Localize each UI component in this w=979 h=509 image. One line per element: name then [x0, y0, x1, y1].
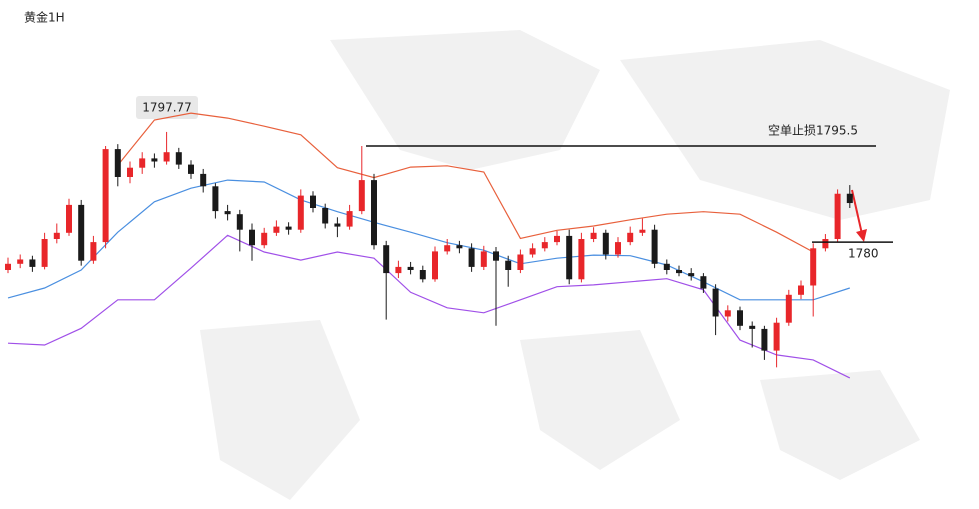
- candle-body: [615, 242, 621, 255]
- candle-body: [456, 245, 463, 249]
- candle-body: [651, 229, 658, 264]
- candle-body: [798, 285, 804, 295]
- high-label-bg: [136, 96, 198, 119]
- candle-body: [700, 276, 707, 289]
- candle-body: [163, 152, 170, 162]
- candle-body: [407, 266, 414, 270]
- band-line: [7, 179, 850, 301]
- candle-body: [419, 270, 426, 280]
- candle-body: [822, 239, 829, 249]
- candle-body: [712, 288, 719, 317]
- candle-body: [212, 186, 219, 212]
- high-label: 1797.77: [142, 101, 192, 115]
- candle-body: [541, 242, 548, 249]
- candle-body: [346, 211, 353, 227]
- candle-body: [517, 254, 524, 270]
- candle-body: [334, 223, 341, 227]
- candle-body: [358, 180, 365, 212]
- candle-body: [749, 325, 756, 329]
- candle-body: [834, 193, 841, 239]
- candle-body: [432, 251, 438, 280]
- candle-body: [444, 245, 451, 252]
- candle-body: [566, 235, 573, 280]
- candle-body: [395, 266, 402, 274]
- candle-body: [810, 248, 817, 286]
- candle-body: [151, 158, 158, 162]
- candle-body: [590, 232, 597, 239]
- candle-body: [322, 208, 329, 224]
- band-line: [117, 112, 814, 253]
- candle-body: [236, 214, 243, 230]
- candle-body: [663, 263, 670, 270]
- candle-body: [29, 259, 36, 267]
- candle-body: [578, 239, 585, 280]
- candle-body: [17, 259, 24, 264]
- candle-body: [785, 294, 792, 323]
- candle-body: [127, 167, 133, 177]
- candle-body: [200, 173, 207, 187]
- chart-title: 黄金1H: [24, 10, 65, 25]
- candle-body: [554, 235, 560, 243]
- candle-body: [310, 195, 316, 208]
- candle-body: [139, 158, 146, 168]
- candle-body: [724, 310, 731, 317]
- candle-body: [493, 251, 499, 261]
- candle-body: [639, 229, 646, 233]
- candle-body: [188, 164, 194, 174]
- candle-body: [175, 152, 182, 165]
- candle-body: [261, 232, 268, 246]
- candle-body: [224, 211, 231, 215]
- candle-body: [114, 149, 121, 177]
- candle-body: [102, 149, 109, 243]
- band-line: [7, 234, 851, 379]
- candle-body: [371, 180, 377, 246]
- candle-body: [676, 270, 682, 274]
- candle-body: [737, 310, 743, 326]
- level-label: 空单止损1795.5: [768, 124, 858, 138]
- arrow: [851, 189, 867, 242]
- candle-body: [78, 204, 85, 261]
- candle-body: [90, 242, 97, 261]
- candle-body: [66, 204, 72, 233]
- candle-body: [41, 239, 48, 267]
- candle-body: [480, 251, 487, 267]
- map-background: [200, 30, 950, 500]
- candle-body: [529, 248, 536, 255]
- candle-body: [505, 260, 512, 270]
- candle-body: [273, 226, 280, 233]
- candle-body: [5, 263, 11, 270]
- candle-body: [297, 195, 304, 230]
- candle-body: [773, 322, 780, 351]
- candle-body: [468, 248, 475, 267]
- candle-body: [285, 226, 292, 230]
- candle-body: [602, 232, 609, 255]
- candle-body: [761, 328, 768, 351]
- candle-body: [627, 232, 634, 243]
- candle-body: [249, 229, 255, 246]
- candle-body: [846, 193, 853, 204]
- candle-body: [688, 273, 695, 277]
- candle-body: [53, 232, 60, 239]
- level-label: 1780: [848, 247, 879, 261]
- candle-body: [383, 245, 390, 274]
